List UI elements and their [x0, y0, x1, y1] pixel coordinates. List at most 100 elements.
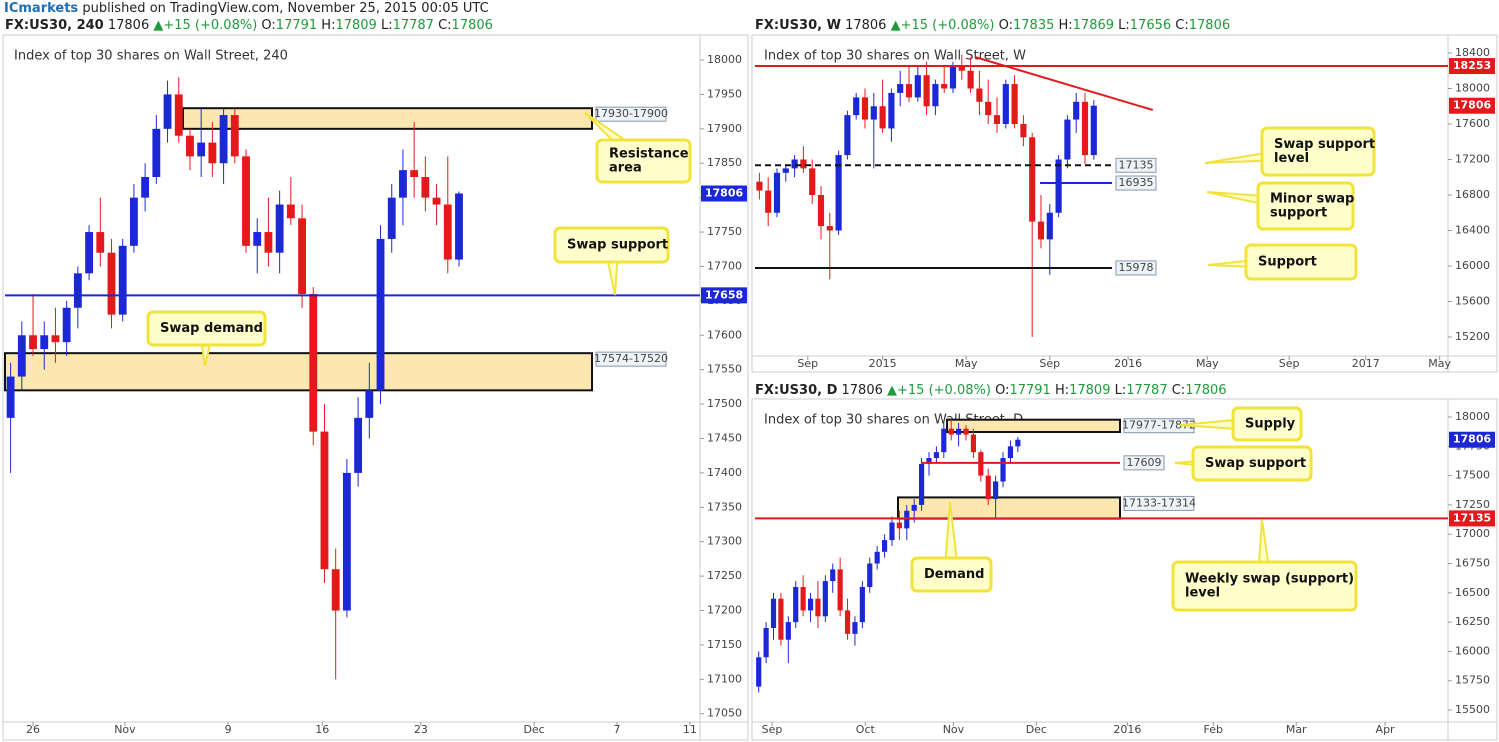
- y-tick-label: 16500: [1455, 586, 1490, 599]
- candle-body: [96, 232, 105, 253]
- zone-label: 17574-17520: [594, 352, 668, 365]
- y-tick-label: 16800: [1455, 188, 1490, 201]
- y-tick-label: 16000: [1455, 644, 1490, 657]
- candle-body: [911, 504, 917, 511]
- candle-body: [387, 197, 396, 239]
- last-price-tag: 17806: [1453, 99, 1492, 112]
- candle-body: [354, 417, 363, 473]
- y-tick-label: 17100: [707, 672, 742, 685]
- y-tick-label: 15500: [1455, 703, 1490, 716]
- ohlc-label: C:: [438, 18, 451, 33]
- level-label: 17609: [1127, 456, 1162, 469]
- y-tick-label: 17200: [1455, 153, 1490, 166]
- last-price: 17806: [845, 18, 886, 33]
- candle-body: [778, 598, 784, 640]
- author[interactable]: ICmarkets: [4, 1, 78, 16]
- x-tick-label: 9: [225, 723, 232, 736]
- panel: [751, 34, 1498, 373]
- x-tick-label: 2016: [1114, 357, 1142, 370]
- ohlc-value: 17656: [1130, 18, 1171, 33]
- candle-body: [852, 622, 858, 634]
- candle-body: [286, 204, 295, 219]
- candle-body: [275, 204, 284, 253]
- candle-body: [85, 232, 93, 274]
- y-tick-label: 15600: [1455, 295, 1490, 308]
- candle-body: [51, 335, 60, 343]
- callout-box: [146, 310, 267, 347]
- y-tick-label: 17600: [707, 328, 742, 341]
- level-tag-box: [1449, 510, 1495, 527]
- candle-body: [859, 586, 865, 623]
- callout-box: [1231, 406, 1303, 442]
- callout-box: [1244, 243, 1358, 281]
- x-tick-label: 2017: [1352, 357, 1380, 370]
- candle-body: [186, 135, 194, 157]
- candle-body: [809, 168, 816, 196]
- zone: [182, 107, 593, 130]
- candle-body: [867, 563, 873, 587]
- y-tick-label: 17250: [1455, 498, 1490, 511]
- candle-body: [807, 598, 814, 611]
- x-tick-label: Mar: [1286, 723, 1307, 736]
- y-tick-label: 17600: [1455, 117, 1490, 130]
- candle-body: [219, 115, 228, 164]
- candle-body: [230, 115, 239, 157]
- callout-box: [1191, 445, 1313, 482]
- last-price: 17806: [842, 383, 883, 398]
- y-tick-label: 17300: [707, 535, 742, 548]
- ohlc-value: 17835: [1013, 18, 1054, 33]
- x-tick-label: Oct: [856, 723, 876, 736]
- candle-body: [782, 168, 789, 173]
- candle-body: [756, 181, 763, 191]
- candle-body: [914, 75, 921, 98]
- x-tick-label: 2015: [869, 357, 897, 370]
- candle-body: [152, 128, 161, 178]
- callout-box: [1171, 560, 1358, 612]
- candle-body: [800, 159, 807, 169]
- zone: [897, 496, 1121, 520]
- candle-body: [941, 84, 948, 89]
- candle-body: [896, 522, 902, 529]
- level-label: 17135: [1119, 158, 1154, 171]
- change-arrow: ▲: [891, 18, 901, 33]
- candle-body: [785, 622, 791, 640]
- candle-body: [970, 434, 977, 453]
- candle-body: [342, 472, 351, 611]
- candle-body: [1020, 124, 1027, 138]
- change: +15 (+0.08%): [901, 18, 995, 33]
- candle-body: [897, 84, 904, 93]
- last-price-tag: 17806: [1453, 433, 1492, 446]
- ohlc-label: C:: [1172, 383, 1185, 398]
- ohlc-label: H:: [321, 18, 335, 33]
- x-tick-label: 26: [26, 723, 40, 736]
- zone-label: 17977-17872: [1122, 419, 1196, 432]
- change-arrow: ▲: [153, 18, 163, 33]
- candle-body: [956, 428, 962, 435]
- candle-body: [1055, 159, 1062, 213]
- ohlc-value: 17809: [335, 18, 376, 33]
- candle-body: [29, 335, 37, 350]
- callout-text: Demand: [924, 567, 985, 582]
- candle-body: [107, 252, 116, 315]
- candle-body: [904, 510, 910, 529]
- level-label-box: [1115, 175, 1157, 191]
- candle-body: [978, 452, 984, 476]
- level-label-box: [1123, 455, 1165, 471]
- ohlc-label: L:: [1118, 18, 1130, 33]
- candle-body: [365, 390, 374, 418]
- candle-body: [958, 66, 965, 71]
- candle-body: [197, 142, 206, 157]
- chart-title: Index of top 30 shares on Wall Street, 2…: [14, 49, 288, 64]
- x-tick-label: 2016: [1113, 723, 1141, 736]
- candle-body: [62, 307, 71, 343]
- candle-body: [967, 70, 974, 89]
- last-price-tag: 17806: [705, 187, 744, 200]
- level-label: 15978: [1119, 261, 1154, 274]
- callout-box: [910, 556, 993, 593]
- y-tick-label: 17200: [707, 604, 742, 617]
- x-tick-label: Sep: [1279, 357, 1300, 370]
- candle-body: [800, 586, 806, 611]
- ohlc-value: 17787: [1126, 383, 1167, 398]
- candle-body: [17, 335, 26, 377]
- candle-body: [6, 376, 15, 418]
